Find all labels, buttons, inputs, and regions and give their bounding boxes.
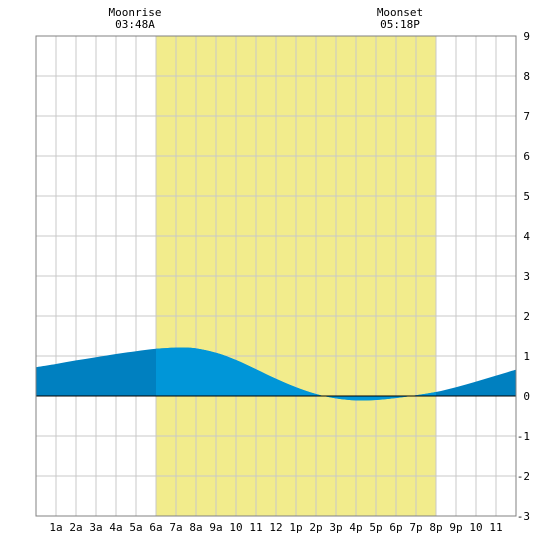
y-tick-label: -3 [517, 510, 530, 523]
y-tick-label: 3 [523, 270, 530, 283]
x-tick-label: 9a [209, 521, 222, 534]
x-tick-label: 6p [389, 521, 402, 534]
tide-area-day [156, 347, 436, 401]
y-tick-label: 9 [523, 30, 530, 43]
x-tick-label: 4p [349, 521, 362, 534]
y-tick-label: 2 [523, 310, 530, 323]
moonset-label: Moonset [377, 6, 423, 19]
x-tick-label: 2a [69, 521, 82, 534]
x-tick-label: 12 [269, 521, 282, 534]
x-tick-label: 7p [409, 521, 422, 534]
y-tick-label: 1 [523, 350, 530, 363]
y-tick-label: 7 [523, 110, 530, 123]
y-tick-label: 8 [523, 70, 530, 83]
x-tick-label: 8a [189, 521, 202, 534]
x-tick-label: 3p [329, 521, 342, 534]
y-tick-label: 4 [523, 230, 530, 243]
x-tick-label: 4a [109, 521, 122, 534]
x-tick-label: 7a [169, 521, 182, 534]
x-tick-label: 11 [489, 521, 502, 534]
x-tick-label: 1a [49, 521, 62, 534]
moonset-time: 05:18P [380, 18, 420, 31]
x-tick-label: 6a [149, 521, 162, 534]
y-tick-label: -1 [517, 430, 530, 443]
moonrise-label: Moonrise [109, 6, 162, 19]
x-tick-label: 1p [289, 521, 302, 534]
x-tick-label: 9p [449, 521, 462, 534]
x-tick-label: 5a [129, 521, 142, 534]
x-tick-label: 5p [369, 521, 382, 534]
y-tick-label: 5 [523, 190, 530, 203]
plot-frame [35, 35, 517, 517]
y-tick-label: 6 [523, 150, 530, 163]
x-tick-label: 10 [469, 521, 482, 534]
moonrise-time: 03:48A [115, 18, 155, 31]
x-tick-label: 11 [249, 521, 262, 534]
x-tick-label: 8p [429, 521, 442, 534]
x-tick-label: 2p [309, 521, 322, 534]
x-tick-label: 3a [89, 521, 102, 534]
y-tick-label: -2 [517, 470, 530, 483]
x-tick-label: 10 [229, 521, 242, 534]
y-tick-label: 0 [523, 390, 530, 403]
